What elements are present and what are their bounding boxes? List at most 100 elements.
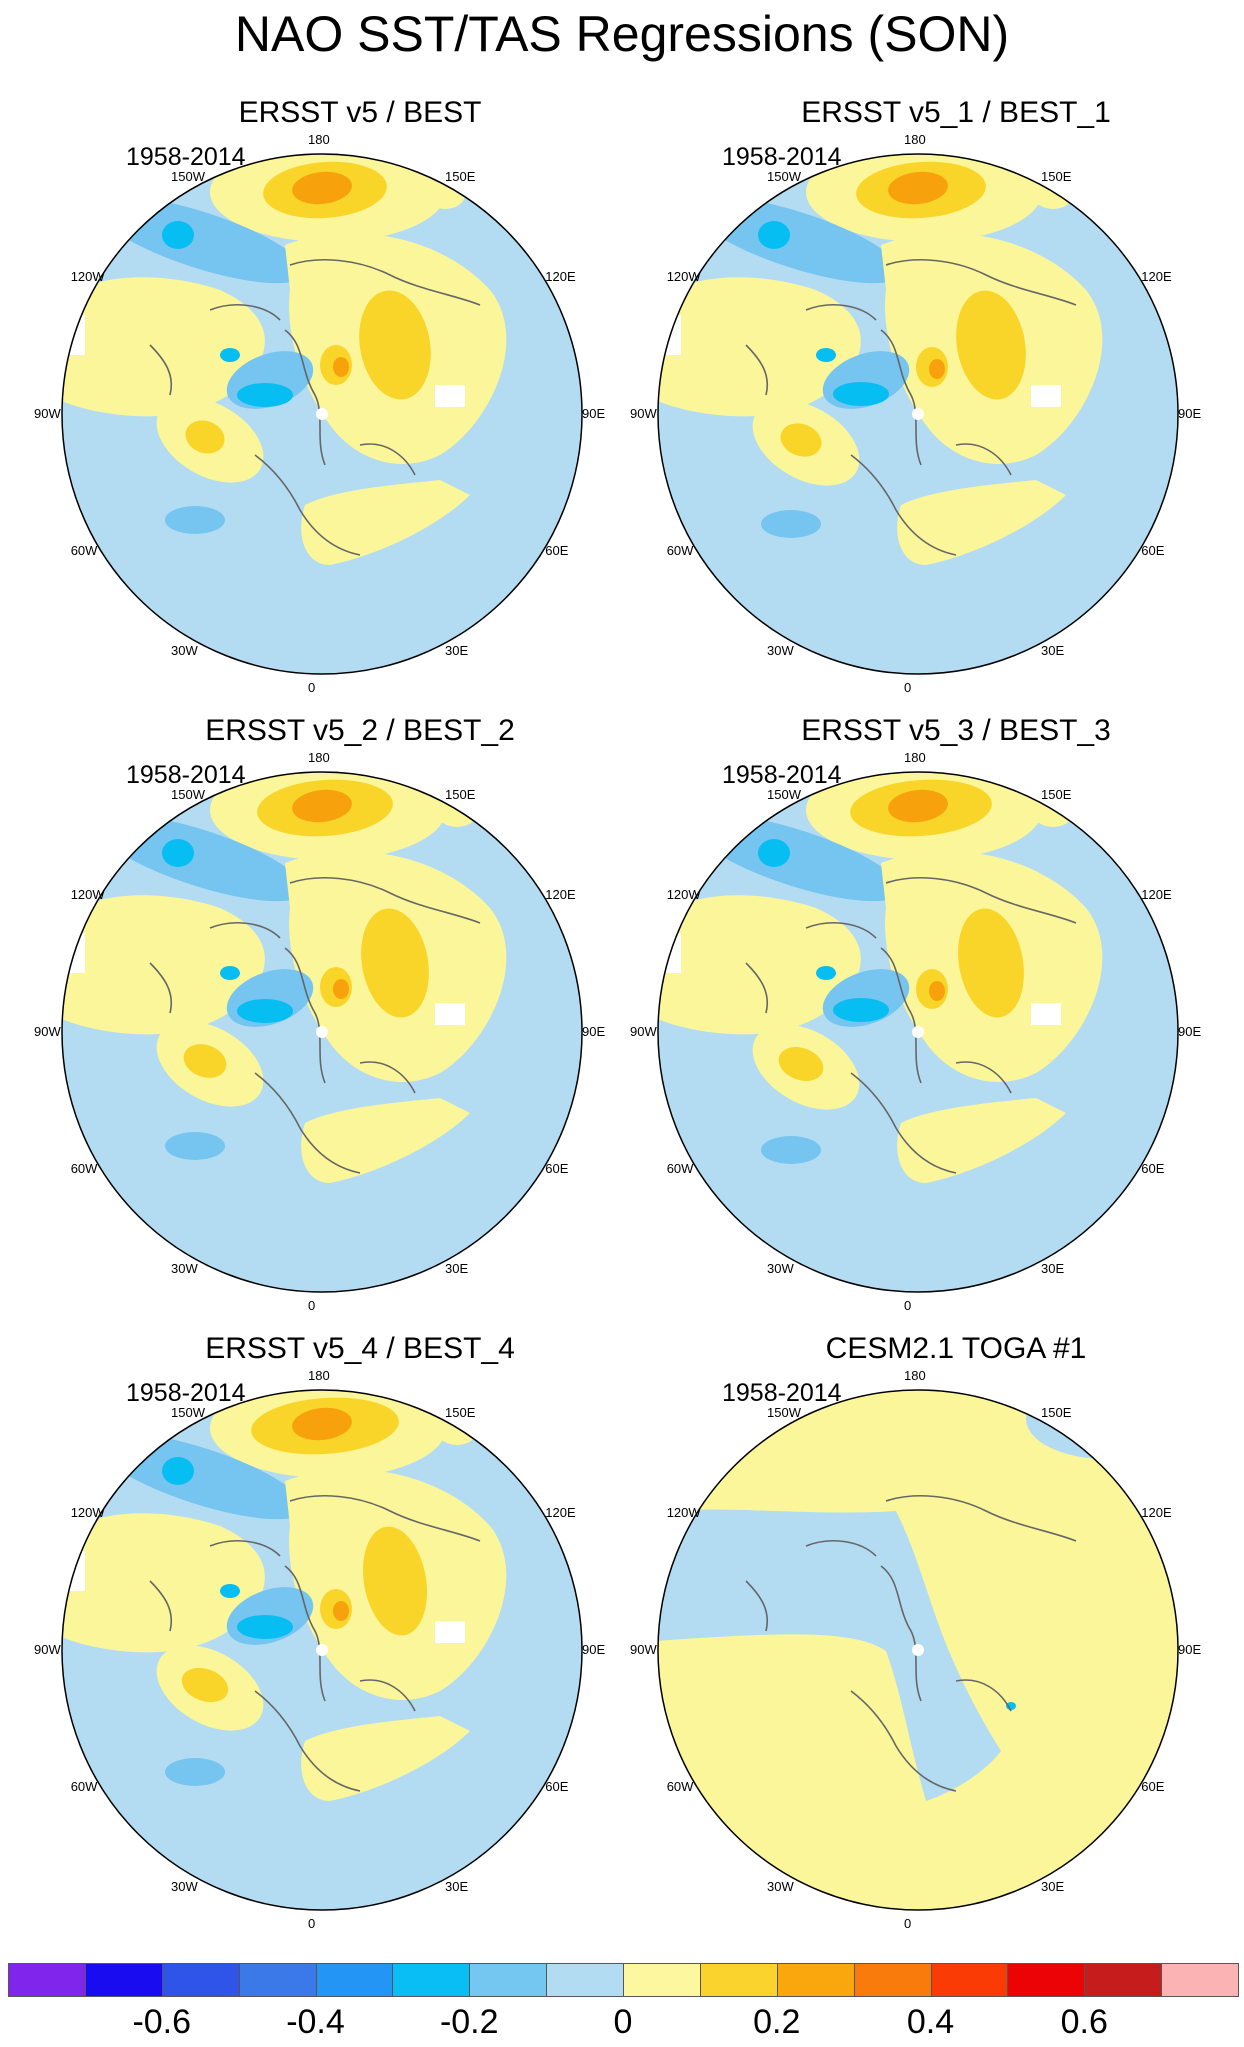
longitude-label: 60W (666, 1779, 694, 1794)
longitude-label: 30E (445, 1879, 469, 1895)
colorbar-tick-label: 0.2 (753, 2003, 801, 2041)
longitude-label: 120W (666, 269, 701, 284)
colorbar-segment (238, 1963, 317, 1997)
north-pole (912, 1026, 924, 1038)
longitude-label: 60E (545, 1161, 569, 1176)
coastline (850, 1072, 957, 1174)
missing-data (62, 933, 85, 973)
africa-warm (897, 480, 1066, 565)
coastline (880, 329, 922, 466)
longitude-label: 180 (308, 750, 330, 765)
colorbar-segment (161, 1963, 240, 1997)
longitude-label: 150E (1041, 168, 1072, 184)
longitude-label: 90W (34, 1024, 61, 1039)
alaska-cold-core (162, 1457, 194, 1485)
longitude-label: 30W (767, 643, 794, 659)
longitude-label: 150W (767, 1404, 801, 1420)
atlantic-warm-core (778, 1047, 824, 1081)
map-boundary (657, 153, 1179, 675)
coastline (880, 1565, 922, 1702)
map-boundary (61, 153, 583, 675)
missing-data (435, 1003, 465, 1025)
alaska-cold-core (758, 221, 790, 249)
alaska-cold-core (162, 221, 194, 249)
panel-title: ERSST v5_2 / BEST_2 (205, 714, 515, 747)
longitude-label: 60W (70, 1161, 98, 1176)
coastline (805, 1540, 877, 1557)
longitude-label: 90W (34, 406, 61, 421)
longitude-label: 0 (308, 680, 316, 695)
coastline (885, 877, 1077, 924)
longitude-label: 90E (582, 1642, 606, 1657)
siberia-warm-core (361, 908, 429, 1018)
north-america-warm (658, 895, 861, 1035)
colorbar-segment (776, 1963, 855, 1997)
longitude-label: 120E (1141, 269, 1172, 284)
longitude-label: 150W (171, 786, 205, 802)
colorbar-segment (469, 1963, 548, 1997)
subtropical-cold (761, 1136, 821, 1164)
coastline (209, 304, 281, 321)
longitude-label: 30E (1041, 1261, 1065, 1277)
colorbar-tick-label: -0.6 (132, 2003, 192, 2041)
coastline (885, 259, 1077, 306)
colorbar-segment (546, 1963, 624, 1997)
longitude-label: 120E (545, 887, 576, 902)
longitude-label: 120E (1141, 1505, 1172, 1520)
longitude-label: 30E (1041, 1879, 1065, 1895)
coastline (955, 1061, 1012, 1094)
barents-warm-peak (333, 979, 349, 999)
colorbar-tick-label: 0.4 (906, 2003, 955, 2041)
longitude-label: 30W (171, 1879, 198, 1895)
longitude-label: 150E (445, 786, 476, 802)
panel-title: ERSST v5_3 / BEST_3 (801, 714, 1111, 747)
longitude-label: 60E (545, 1779, 569, 1794)
colorbar-segment (623, 1963, 701, 1997)
atlantic-warm-core (185, 420, 225, 454)
coastline (880, 947, 922, 1084)
coastline (284, 1565, 326, 1702)
africa-warm (897, 1098, 1066, 1183)
polar-map (657, 153, 1179, 675)
barents-warm-peak (333, 1601, 349, 1621)
panel-title: ERSST v5_1 / BEST_1 (801, 96, 1111, 129)
longitude-label: 120E (545, 269, 576, 284)
pacific-warm-lobe (437, 799, 477, 827)
longitude-label: 120W (666, 887, 701, 902)
polar-map (61, 153, 583, 675)
missing-data (1031, 385, 1061, 407)
panel-period: 1958-2014 (126, 143, 246, 171)
coastline (149, 1580, 172, 1632)
siberia-warm-core (958, 908, 1024, 1018)
coastline (254, 454, 361, 556)
longitude-label: 90E (1178, 406, 1202, 421)
coastline (149, 344, 172, 396)
longitude-label: 60W (70, 1779, 98, 1794)
africa-warm (301, 1716, 470, 1801)
longitude-label: 150W (767, 168, 801, 184)
longitude-label: 60E (1141, 1161, 1165, 1176)
colorbar: -0.6 -0.4 -0.2 0 0.2 0.4 0.6 (8, 1963, 1239, 2047)
pacific-warm-lobe (1033, 799, 1073, 827)
longitude-label: 30E (445, 1261, 469, 1277)
longitude-label: 150E (445, 1404, 476, 1420)
missing-data (658, 315, 681, 355)
longitude-label: 150E (445, 168, 476, 184)
north-pole (316, 408, 328, 420)
longitude-label: 150W (171, 1404, 205, 1420)
atlantic-warm-core (780, 423, 822, 457)
map-boundary (657, 771, 1179, 1293)
colorbar-segment (8, 1963, 86, 1997)
baffin-cold-spot (220, 966, 240, 980)
map-panel: CESM2.1 TOGA #1 1958-2014 180 150E 120E 90E 60… (630, 1331, 1244, 1941)
panel-period: 1958-2014 (722, 1379, 842, 1407)
coastline (359, 443, 416, 476)
longitude-label: 90W (630, 1642, 657, 1657)
longitude-label: 60E (545, 543, 569, 558)
labrador-cold-core (237, 999, 293, 1023)
panel-period: 1958-2014 (126, 761, 246, 789)
coastline (149, 962, 172, 1014)
map-boundary (61, 1389, 583, 1911)
panel-title: ERSST v5 / BEST (238, 96, 482, 129)
coastline (805, 304, 877, 321)
